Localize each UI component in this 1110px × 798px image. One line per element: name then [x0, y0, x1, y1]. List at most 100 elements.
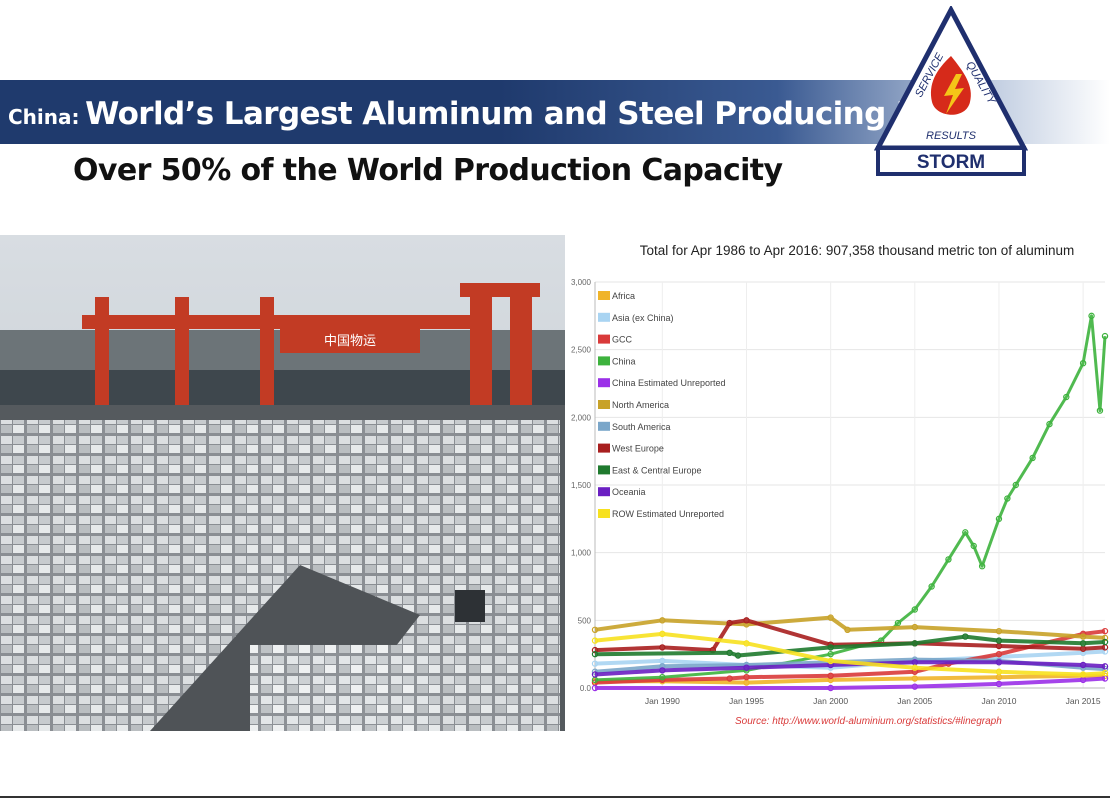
y-tick-label: 500	[578, 616, 592, 625]
series-point	[734, 652, 742, 659]
series-point	[591, 660, 599, 667]
series-point	[659, 644, 666, 651]
series-point	[659, 617, 666, 624]
legend-label: East & Central Europe	[612, 465, 702, 475]
series-point	[591, 684, 599, 692]
y-axis: 0.0 500 1,000 1,500 2,000 2,500 3,000	[571, 278, 596, 693]
legend-swatch	[598, 487, 610, 497]
series-point	[995, 515, 1003, 523]
series-point	[1101, 332, 1109, 340]
series-point	[1101, 663, 1109, 670]
series-line-3	[594, 629, 1106, 685]
series-point	[911, 606, 919, 613]
legend-swatch	[598, 400, 610, 409]
series-point	[827, 684, 834, 692]
legend-label: ROW Estimated Unreported	[612, 509, 724, 519]
series-point	[978, 563, 986, 570]
legend-swatch	[598, 509, 610, 518]
legend-swatch	[598, 443, 610, 453]
legend-label: Asia (ex China)	[612, 313, 674, 323]
chart-legend: Africa Asia (ex China) GCC China China Estim…	[598, 291, 726, 519]
series-point	[1101, 638, 1109, 646]
series-point	[726, 649, 733, 657]
series-point	[659, 667, 666, 674]
series-point	[1088, 312, 1095, 320]
x-tick-label: Jan 2005	[897, 696, 932, 706]
y-tick-label: 1,000	[571, 549, 592, 558]
series-point	[1079, 640, 1087, 647]
series-point	[743, 617, 750, 624]
series-point	[995, 650, 1003, 658]
red-gantry-crane	[82, 283, 540, 510]
series-point	[1096, 407, 1104, 414]
series-point	[911, 640, 919, 647]
series-point	[928, 583, 935, 590]
y-tick-label: 0.0	[580, 684, 592, 693]
legend-swatch	[598, 356, 610, 366]
y-tick-label: 2,500	[571, 346, 592, 355]
chart-series	[591, 312, 1109, 692]
legend-swatch	[598, 291, 610, 300]
series-point	[591, 650, 599, 658]
series-point	[827, 657, 834, 665]
storm-logo: SERVICE QUALITY RESULTS STORM	[874, 6, 1028, 176]
series-point	[1101, 665, 1109, 673]
series-point	[827, 614, 834, 621]
footer-rule	[0, 796, 1110, 798]
series-point	[827, 672, 834, 680]
x-tick-label: Jan 2010	[981, 696, 1016, 706]
series-point	[962, 633, 969, 640]
legend-label: North America	[612, 400, 669, 410]
series-point	[894, 619, 902, 627]
series-line-6	[594, 615, 1106, 640]
y-tick-label: 1,500	[571, 481, 592, 490]
slide-title: China: World’s Largest Aluminum and Stee…	[8, 96, 1009, 136]
chart-title: Total for Apr 1986 to Apr 2016: 907,358 …	[640, 243, 1075, 258]
series-point	[995, 659, 1003, 666]
series-point	[827, 650, 834, 658]
series-point	[995, 668, 1003, 675]
series-point	[911, 664, 919, 671]
series-point	[743, 673, 750, 681]
series-point	[726, 619, 733, 627]
series-point	[1079, 671, 1087, 678]
series-point	[1029, 454, 1036, 462]
legend-swatch	[598, 465, 610, 475]
legend-label: GCC	[612, 335, 633, 345]
logo-brand-box	[876, 146, 1026, 176]
series-point	[911, 683, 919, 690]
x-tick-label: Jan 2000	[813, 696, 848, 706]
legend-label: West Europe	[612, 444, 664, 454]
series-point	[726, 675, 733, 682]
series-point	[1079, 661, 1087, 669]
legend-label: Oceania	[612, 487, 646, 497]
legend-label: China Estimated Unreported	[612, 378, 726, 388]
logo-word-results: RESULTS	[926, 130, 977, 142]
x-tick-label: Jan 1995	[729, 696, 764, 706]
legend-label: China	[612, 356, 636, 366]
series-point	[970, 542, 977, 550]
x-tick-label: Jan 2015	[1066, 696, 1101, 706]
series-point	[945, 556, 952, 563]
series-line-7	[594, 657, 1106, 674]
series-point	[995, 680, 1003, 688]
series-point	[1012, 481, 1019, 489]
title-prefix: China:	[8, 105, 80, 129]
series-point	[743, 664, 750, 671]
series-point	[1101, 627, 1109, 635]
y-tick-label: 3,000	[571, 278, 592, 287]
title-main: World’s Largest Aluminum and Steel Produ…	[85, 96, 1008, 132]
slide-subtitle: Over 50% of the World Production Capacit…	[73, 153, 783, 188]
chart-source: Source: http://www.world-aluminium.org/s…	[735, 716, 1002, 727]
series-point	[1046, 420, 1053, 428]
flame-icon	[930, 56, 971, 115]
series-point	[1004, 495, 1011, 502]
series-point	[1101, 634, 1109, 642]
series-point	[962, 529, 969, 536]
series-point	[1079, 633, 1087, 640]
series-point	[591, 626, 599, 634]
legend-swatch	[598, 334, 610, 344]
aluminum-production-chart: Total for Apr 1986 to Apr 2016: 907,358 …	[565, 235, 1110, 735]
legend-swatch	[598, 378, 610, 388]
